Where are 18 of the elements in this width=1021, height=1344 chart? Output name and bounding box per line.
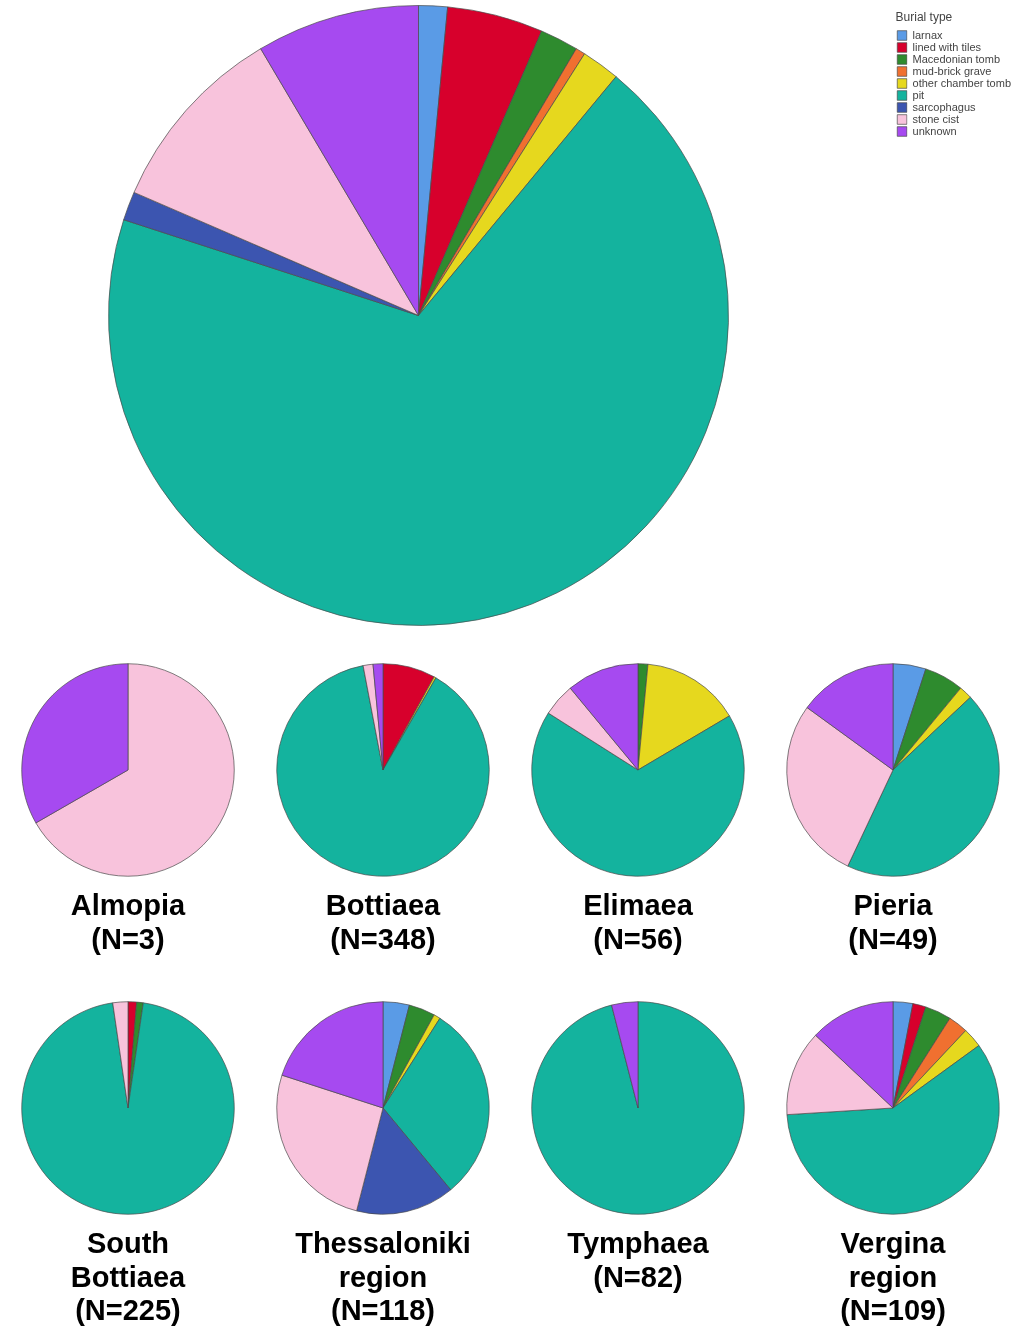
text: Tymphaea (N=82): [567, 1227, 710, 1293]
text: Almopia (N=3): [70, 889, 187, 955]
legend-label: stone cist: [912, 113, 960, 125]
text: Pieria (N=49): [848, 889, 938, 955]
legend-label: other chamber tomb: [912, 77, 1011, 89]
legend-label: sarcophagus: [912, 101, 976, 113]
legend-label: larnax: [912, 29, 943, 41]
text: South Bottiaea (N=225): [70, 1227, 187, 1327]
legend-label: lined with tiles: [912, 41, 982, 53]
text: Vergina region (N=109): [840, 1227, 947, 1327]
legend-label: mud-brick grave: [912, 65, 992, 77]
text: Elimaea (N=56): [583, 889, 694, 955]
text: Thessaloniki region (N=118): [295, 1227, 471, 1327]
text: Bottiaea (N=348): [325, 889, 442, 955]
legend-label: Macedonian tomb: [912, 53, 1001, 65]
legend-label: pit: [912, 89, 926, 101]
legend-label: unknown: [912, 125, 957, 137]
legend-title: Burial type: [895, 10, 954, 24]
